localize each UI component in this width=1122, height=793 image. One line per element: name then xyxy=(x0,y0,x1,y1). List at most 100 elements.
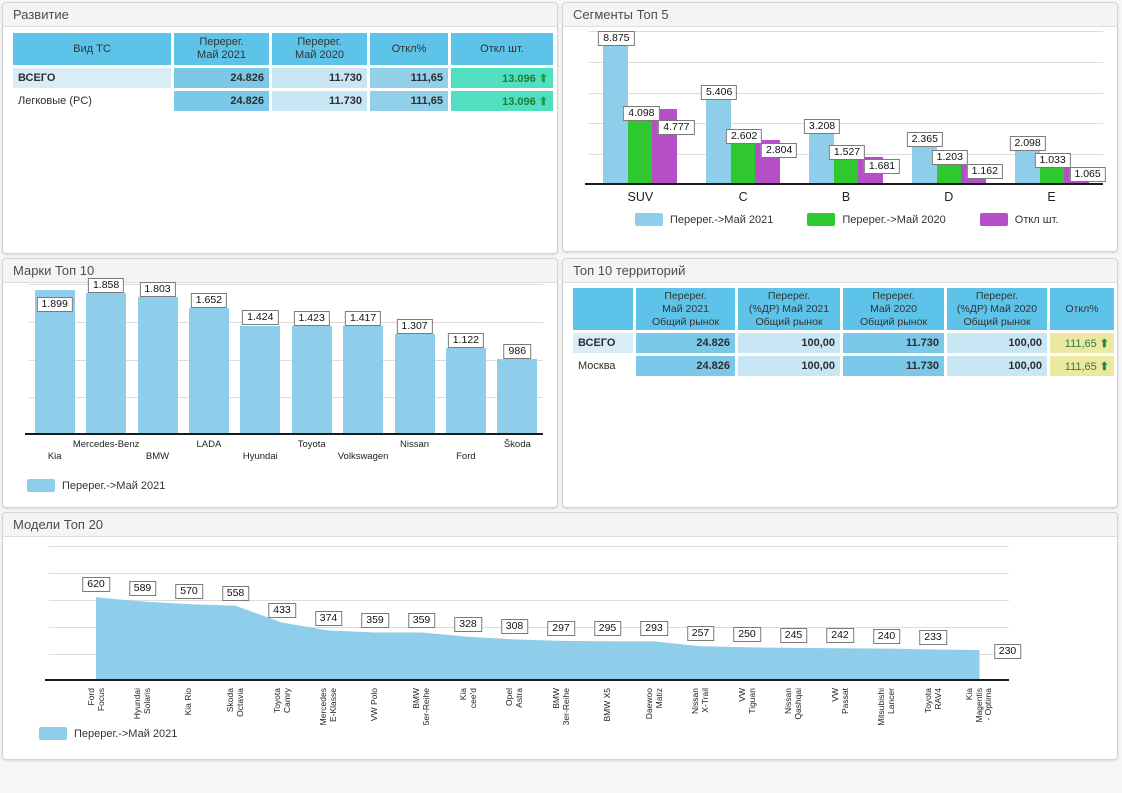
axis-model-label[interactable]: Opel Astra xyxy=(504,688,524,708)
panel-title-models[interactable]: Модели Топ 20 xyxy=(3,513,1117,537)
value-cell[interactable]: 100,00 xyxy=(946,332,1048,354)
value-cell[interactable]: 24.826 xyxy=(635,332,736,354)
segments-bar-E-green[interactable] xyxy=(1039,167,1065,183)
column-header[interactable]: Перерег. Май 2020 xyxy=(271,32,368,66)
row-label-cell[interactable]: ВСЕГО xyxy=(572,332,634,354)
value-cell[interactable]: 100,00 xyxy=(737,355,841,377)
panel-title-brands[interactable]: Марки Топ 10 xyxy=(3,259,557,283)
panel-title-segments[interactable]: Сегменты Топ 5 xyxy=(563,3,1117,27)
axis-category-label[interactable]: C xyxy=(738,190,748,204)
column-header[interactable]: Перерег. (%ДР) Май 2020 Общий рынок xyxy=(946,287,1048,331)
brands-bar-Mercedes-Benz[interactable] xyxy=(86,292,127,433)
column-header[interactable]: Откл% xyxy=(1049,287,1115,331)
axis-model-label[interactable]: Toyota Camry xyxy=(271,688,292,714)
axis-category-label[interactable]: Nissan xyxy=(399,439,430,450)
value-cell[interactable]: 111,65 xyxy=(369,90,449,112)
legend-item: Перерег.->Май 2020 xyxy=(807,213,946,226)
axis-category-label[interactable]: Toyota xyxy=(297,439,326,450)
brands-bar-Ford[interactable] xyxy=(445,348,486,433)
value-cell[interactable]: 11.730 xyxy=(842,332,945,354)
column-header[interactable]: Перерег. Май 2021 Общий рынок xyxy=(635,287,736,331)
value-cell[interactable]: 24.826 xyxy=(635,355,736,377)
axis-model-label[interactable]: Kia Rio xyxy=(183,688,194,716)
value-cell[interactable]: 11.730 xyxy=(842,355,945,377)
brands-bar-Volkswagen[interactable] xyxy=(343,326,384,433)
axis-model-label[interactable]: Kia Magentis - Optima xyxy=(964,688,994,723)
axis-model-label[interactable]: VW Passat xyxy=(829,688,850,714)
value-cell[interactable]: 11.730 xyxy=(271,90,368,112)
axis-category-label[interactable]: Škoda xyxy=(503,439,531,450)
axis-model-label[interactable]: Mitsubishi Lancer xyxy=(876,688,896,726)
column-header[interactable]: Перерег. (%ДР) Май 2021 Общий рынок xyxy=(737,287,841,331)
value-label: 570 xyxy=(175,584,203,600)
axis-model-label[interactable]: BMW 5er-Reihe xyxy=(411,688,431,726)
column-header[interactable]: Перерег. Май 2021 xyxy=(173,32,270,66)
value-label: 8.875 xyxy=(598,31,635,47)
brands-bar-LADA[interactable] xyxy=(188,308,229,433)
value-label: 3.208 xyxy=(803,118,841,134)
legend-label: Откл шт. xyxy=(1014,213,1059,226)
axis-model-label[interactable]: BMW X5 xyxy=(601,688,612,722)
segments-bar-B-green[interactable] xyxy=(834,159,859,183)
brands-bar-BMW[interactable] xyxy=(137,296,178,433)
axis-category-label[interactable]: E xyxy=(1047,190,1056,204)
value-cell[interactable]: 100,00 xyxy=(946,355,1048,377)
axis-category-label[interactable]: Mercedes-Benz xyxy=(72,439,140,450)
axis-category-label[interactable]: LADA xyxy=(196,439,222,450)
axis-category-label[interactable]: BMW xyxy=(145,451,170,462)
axis-category-label[interactable]: D xyxy=(944,190,954,204)
value-cell[interactable]: 100,00 xyxy=(737,332,841,354)
row-label-cell[interactable]: Легковые (PC) xyxy=(12,90,172,112)
axis-model-label[interactable]: Skoda Octavia xyxy=(225,688,245,717)
column-header[interactable]: Откл% xyxy=(369,32,449,66)
row-label-cell[interactable]: Москва xyxy=(572,355,634,377)
column-header[interactable]: Откл шт. xyxy=(450,32,554,66)
brands-bar-Toyota[interactable] xyxy=(291,325,332,433)
axis-model-label[interactable]: Toyota RAV4 xyxy=(922,688,943,714)
brands-bar-Nissan[interactable] xyxy=(394,334,435,433)
deviation-units-cell[interactable]: 13.096 ⬆ xyxy=(450,67,554,89)
value-label: 293 xyxy=(640,621,668,637)
brands-bar-Kia[interactable] xyxy=(34,289,75,433)
value-label: 245 xyxy=(779,627,808,643)
axis-model-label[interactable]: Nissan X-Trail xyxy=(690,688,710,714)
segments-bar-SUV-green[interactable] xyxy=(628,119,654,183)
development-table-holder: Вид ТС Перерег. Май 2021 Перерег. Май 2020… xyxy=(3,31,557,113)
axis-model-label[interactable]: Kia cee'd xyxy=(457,688,478,709)
axis-category-label[interactable]: B xyxy=(841,190,851,204)
value-cell[interactable]: 24.826 xyxy=(173,67,270,89)
axis-model-label[interactable]: Daewoo Matiz xyxy=(643,688,664,720)
segments-bar-C-green[interactable] xyxy=(731,142,757,183)
value-cell[interactable]: 11.730 xyxy=(271,67,368,89)
deviation-pct-cell[interactable]: 111,65 ⬆ xyxy=(1049,355,1115,377)
area-series[interactable] xyxy=(49,546,1009,681)
value-cell[interactable]: 111,65 xyxy=(369,67,449,89)
axis-category-label[interactable]: Kia xyxy=(47,451,62,462)
axis-category-label[interactable]: SUV xyxy=(627,190,654,204)
column-header[interactable]: Перерег. Май 2020 Общий рынок xyxy=(842,287,945,331)
column-header[interactable] xyxy=(572,287,634,331)
axis-category-label[interactable]: Volkswagen xyxy=(337,451,389,462)
brands-bar-Škoda[interactable] xyxy=(497,358,538,433)
axis-category-label[interactable]: Hyundai xyxy=(242,451,278,462)
brands-bar-Hyundai[interactable] xyxy=(240,325,281,433)
axis-model-label[interactable]: Nissan Qashqai xyxy=(783,688,803,720)
column-header[interactable]: Вид ТС xyxy=(12,32,172,66)
deviation-units-cell[interactable]: 13.096 ⬆ xyxy=(450,90,554,112)
value-label: 230 xyxy=(993,643,1022,659)
axis-model-label[interactable]: VW Polo xyxy=(369,688,380,722)
axis-category-label[interactable]: Ford xyxy=(456,451,476,462)
axis-model-label[interactable]: VW Tiguan xyxy=(736,688,757,714)
panel-title-development[interactable]: Развитие xyxy=(3,3,557,27)
axis-model-label[interactable]: Mercedes E-Klasse xyxy=(318,688,338,726)
value-label: 295 xyxy=(593,621,622,637)
value-label: 1.307 xyxy=(396,319,433,335)
gridline xyxy=(29,321,543,323)
panel-title-territories[interactable]: Топ 10 территорий xyxy=(563,259,1117,283)
axis-model-label[interactable]: BMW 3er-Reihe xyxy=(550,688,571,726)
row-label-cell[interactable]: ВСЕГО xyxy=(12,67,172,89)
deviation-pct-cell[interactable]: 111,65 ⬆ xyxy=(1049,332,1115,354)
segments-bar-D-green[interactable] xyxy=(936,164,962,183)
value-cell[interactable]: 24.826 xyxy=(173,90,270,112)
legend-item: Перерег.->Май 2021 xyxy=(27,479,165,492)
